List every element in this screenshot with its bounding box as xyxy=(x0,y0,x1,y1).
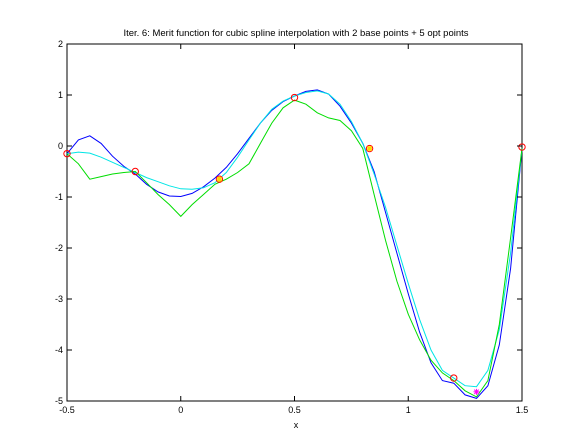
x-tick-label-1: 0 xyxy=(178,405,183,415)
marker-circle-0 xyxy=(63,149,71,158)
axis-layer: -0.5 0 0.5 1 1.5 -5 -4 -3 -2 -1 0 1 2 xyxy=(55,39,528,415)
series-line-2 xyxy=(66,99,523,398)
x-tick-label-3: 1 xyxy=(406,405,411,415)
y-tick-label-2: -3 xyxy=(55,294,63,304)
y-tick-label-0: -5 xyxy=(55,396,63,406)
marker-circle-1 xyxy=(131,167,139,176)
marker-square-8 xyxy=(367,146,372,151)
y-tick-label-4: -1 xyxy=(55,192,63,202)
marker-layer xyxy=(63,93,526,395)
x-tick-label-4: 1.5 xyxy=(516,405,529,415)
y-tick-label-1: -4 xyxy=(55,345,63,355)
series-layer xyxy=(66,89,523,399)
marker-square-7 xyxy=(217,176,222,182)
marker-circle-6 xyxy=(518,143,526,151)
y-tick-label-5: 0 xyxy=(58,141,63,151)
y-tick-label-3: -2 xyxy=(55,243,63,253)
x-tick-label-0: -0.5 xyxy=(59,405,75,415)
series-line-1 xyxy=(66,90,523,388)
y-tick-label-6: 1 xyxy=(58,90,63,100)
y-tick-label-7: 2 xyxy=(58,39,63,49)
marker-star-9 xyxy=(473,388,480,395)
marker-circle-4 xyxy=(365,144,374,153)
marker-circle-5 xyxy=(450,374,458,382)
x-axis-label: x xyxy=(294,420,299,430)
chart-title: Iter. 6: Merit function for cubic spline… xyxy=(123,28,468,39)
x-tick-label-2: 0.5 xyxy=(288,405,301,415)
marker-circle-2 xyxy=(215,175,224,183)
marker-circle-3 xyxy=(290,93,299,102)
